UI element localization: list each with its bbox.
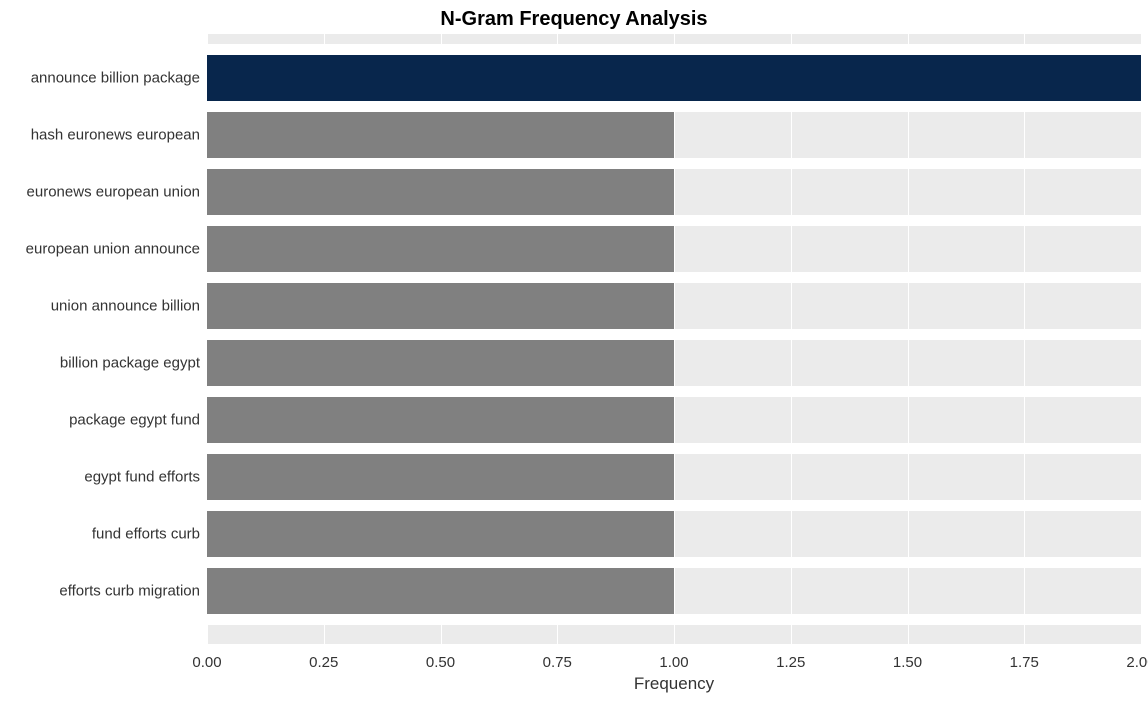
y-tick-label: package egypt fund <box>0 413 200 428</box>
x-tick-label: 0.00 <box>192 644 221 671</box>
y-tick-label: hash euronews european <box>0 128 200 143</box>
y-tick-label: euronews european union <box>0 185 200 200</box>
bar <box>207 226 674 272</box>
x-tick-label: 2.00 <box>1126 644 1148 671</box>
x-tick-label: 0.50 <box>426 644 455 671</box>
x-tick-label: 0.25 <box>309 644 338 671</box>
bar <box>207 283 674 329</box>
bar <box>207 454 674 500</box>
bar <box>207 340 674 386</box>
y-tick-label: egypt fund efforts <box>0 470 200 485</box>
bar <box>207 397 674 443</box>
bar <box>207 169 674 215</box>
bar <box>207 55 1141 101</box>
bar <box>207 511 674 557</box>
chart-plot-area: Frequency 0.000.250.500.751.001.251.501.… <box>207 34 1141 644</box>
y-tick-label: efforts curb migration <box>0 584 200 599</box>
x-gridline <box>1141 34 1142 644</box>
y-tick-label: european union announce <box>0 242 200 257</box>
x-gridline <box>791 34 792 644</box>
y-tick-label: announce billion package <box>0 71 200 86</box>
bar <box>207 112 674 158</box>
x-gridline <box>908 34 909 644</box>
x-gridline <box>674 34 675 644</box>
x-tick-label: 1.75 <box>1010 644 1039 671</box>
x-tick-label: 1.00 <box>659 644 688 671</box>
x-tick-label: 1.50 <box>893 644 922 671</box>
y-tick-label: union announce billion <box>0 299 200 314</box>
x-gridline <box>1024 34 1025 644</box>
x-tick-label: 1.25 <box>776 644 805 671</box>
y-tick-label: fund efforts curb <box>0 527 200 542</box>
bar <box>207 568 674 614</box>
x-tick-label: 0.75 <box>543 644 572 671</box>
y-tick-label: billion package egypt <box>0 356 200 371</box>
chart-title: N-Gram Frequency Analysis <box>0 8 1148 31</box>
